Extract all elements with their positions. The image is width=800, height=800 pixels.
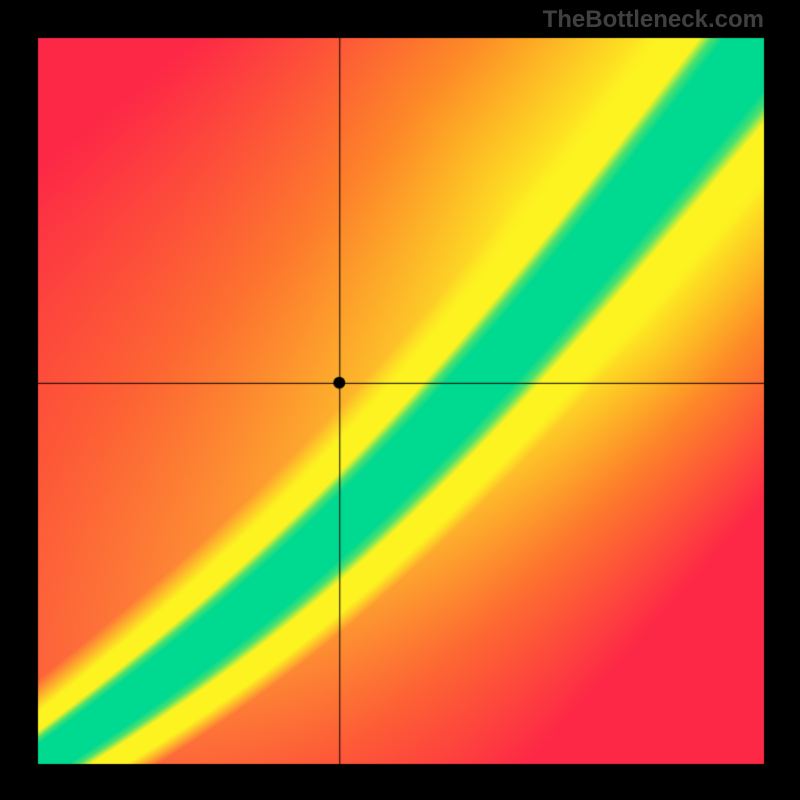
chart-container: { "canvas": { "width": 800, "height": 80… bbox=[0, 0, 800, 800]
bottleneck-heatmap bbox=[0, 0, 800, 800]
watermark-text: TheBottleneck.com bbox=[543, 6, 764, 34]
